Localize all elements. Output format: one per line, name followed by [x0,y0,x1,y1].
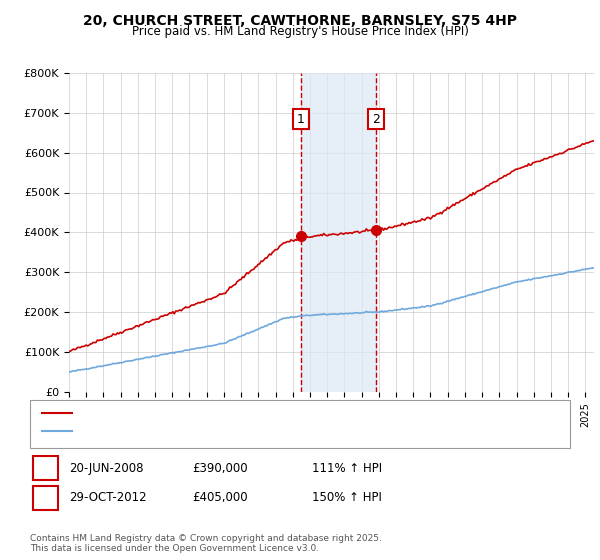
Text: 111% ↑ HPI: 111% ↑ HPI [312,461,382,475]
Text: 20, CHURCH STREET, CAWTHORNE, BARNSLEY, S75 4HP: 20, CHURCH STREET, CAWTHORNE, BARNSLEY, … [83,14,517,28]
Text: 2: 2 [372,113,380,125]
Text: 20, CHURCH STREET, CAWTHORNE, BARNSLEY, S75 4HP (detached house): 20, CHURCH STREET, CAWTHORNE, BARNSLEY, … [75,408,462,418]
Text: 1: 1 [41,461,50,475]
Text: Contains HM Land Registry data © Crown copyright and database right 2025.
This d: Contains HM Land Registry data © Crown c… [30,534,382,553]
Text: £405,000: £405,000 [192,491,248,505]
Text: 150% ↑ HPI: 150% ↑ HPI [312,491,382,505]
Text: 20-JUN-2008: 20-JUN-2008 [69,461,143,475]
Text: 1: 1 [297,113,305,125]
Bar [301,73,376,392]
Text: HPI: Average price, detached house, Barnsley: HPI: Average price, detached house, Barn… [75,426,313,436]
Text: 2: 2 [41,491,50,505]
Text: Price paid vs. HM Land Registry's House Price Index (HPI): Price paid vs. HM Land Registry's House … [131,25,469,38]
Text: £390,000: £390,000 [192,461,248,475]
Text: 29-OCT-2012: 29-OCT-2012 [69,491,146,505]
